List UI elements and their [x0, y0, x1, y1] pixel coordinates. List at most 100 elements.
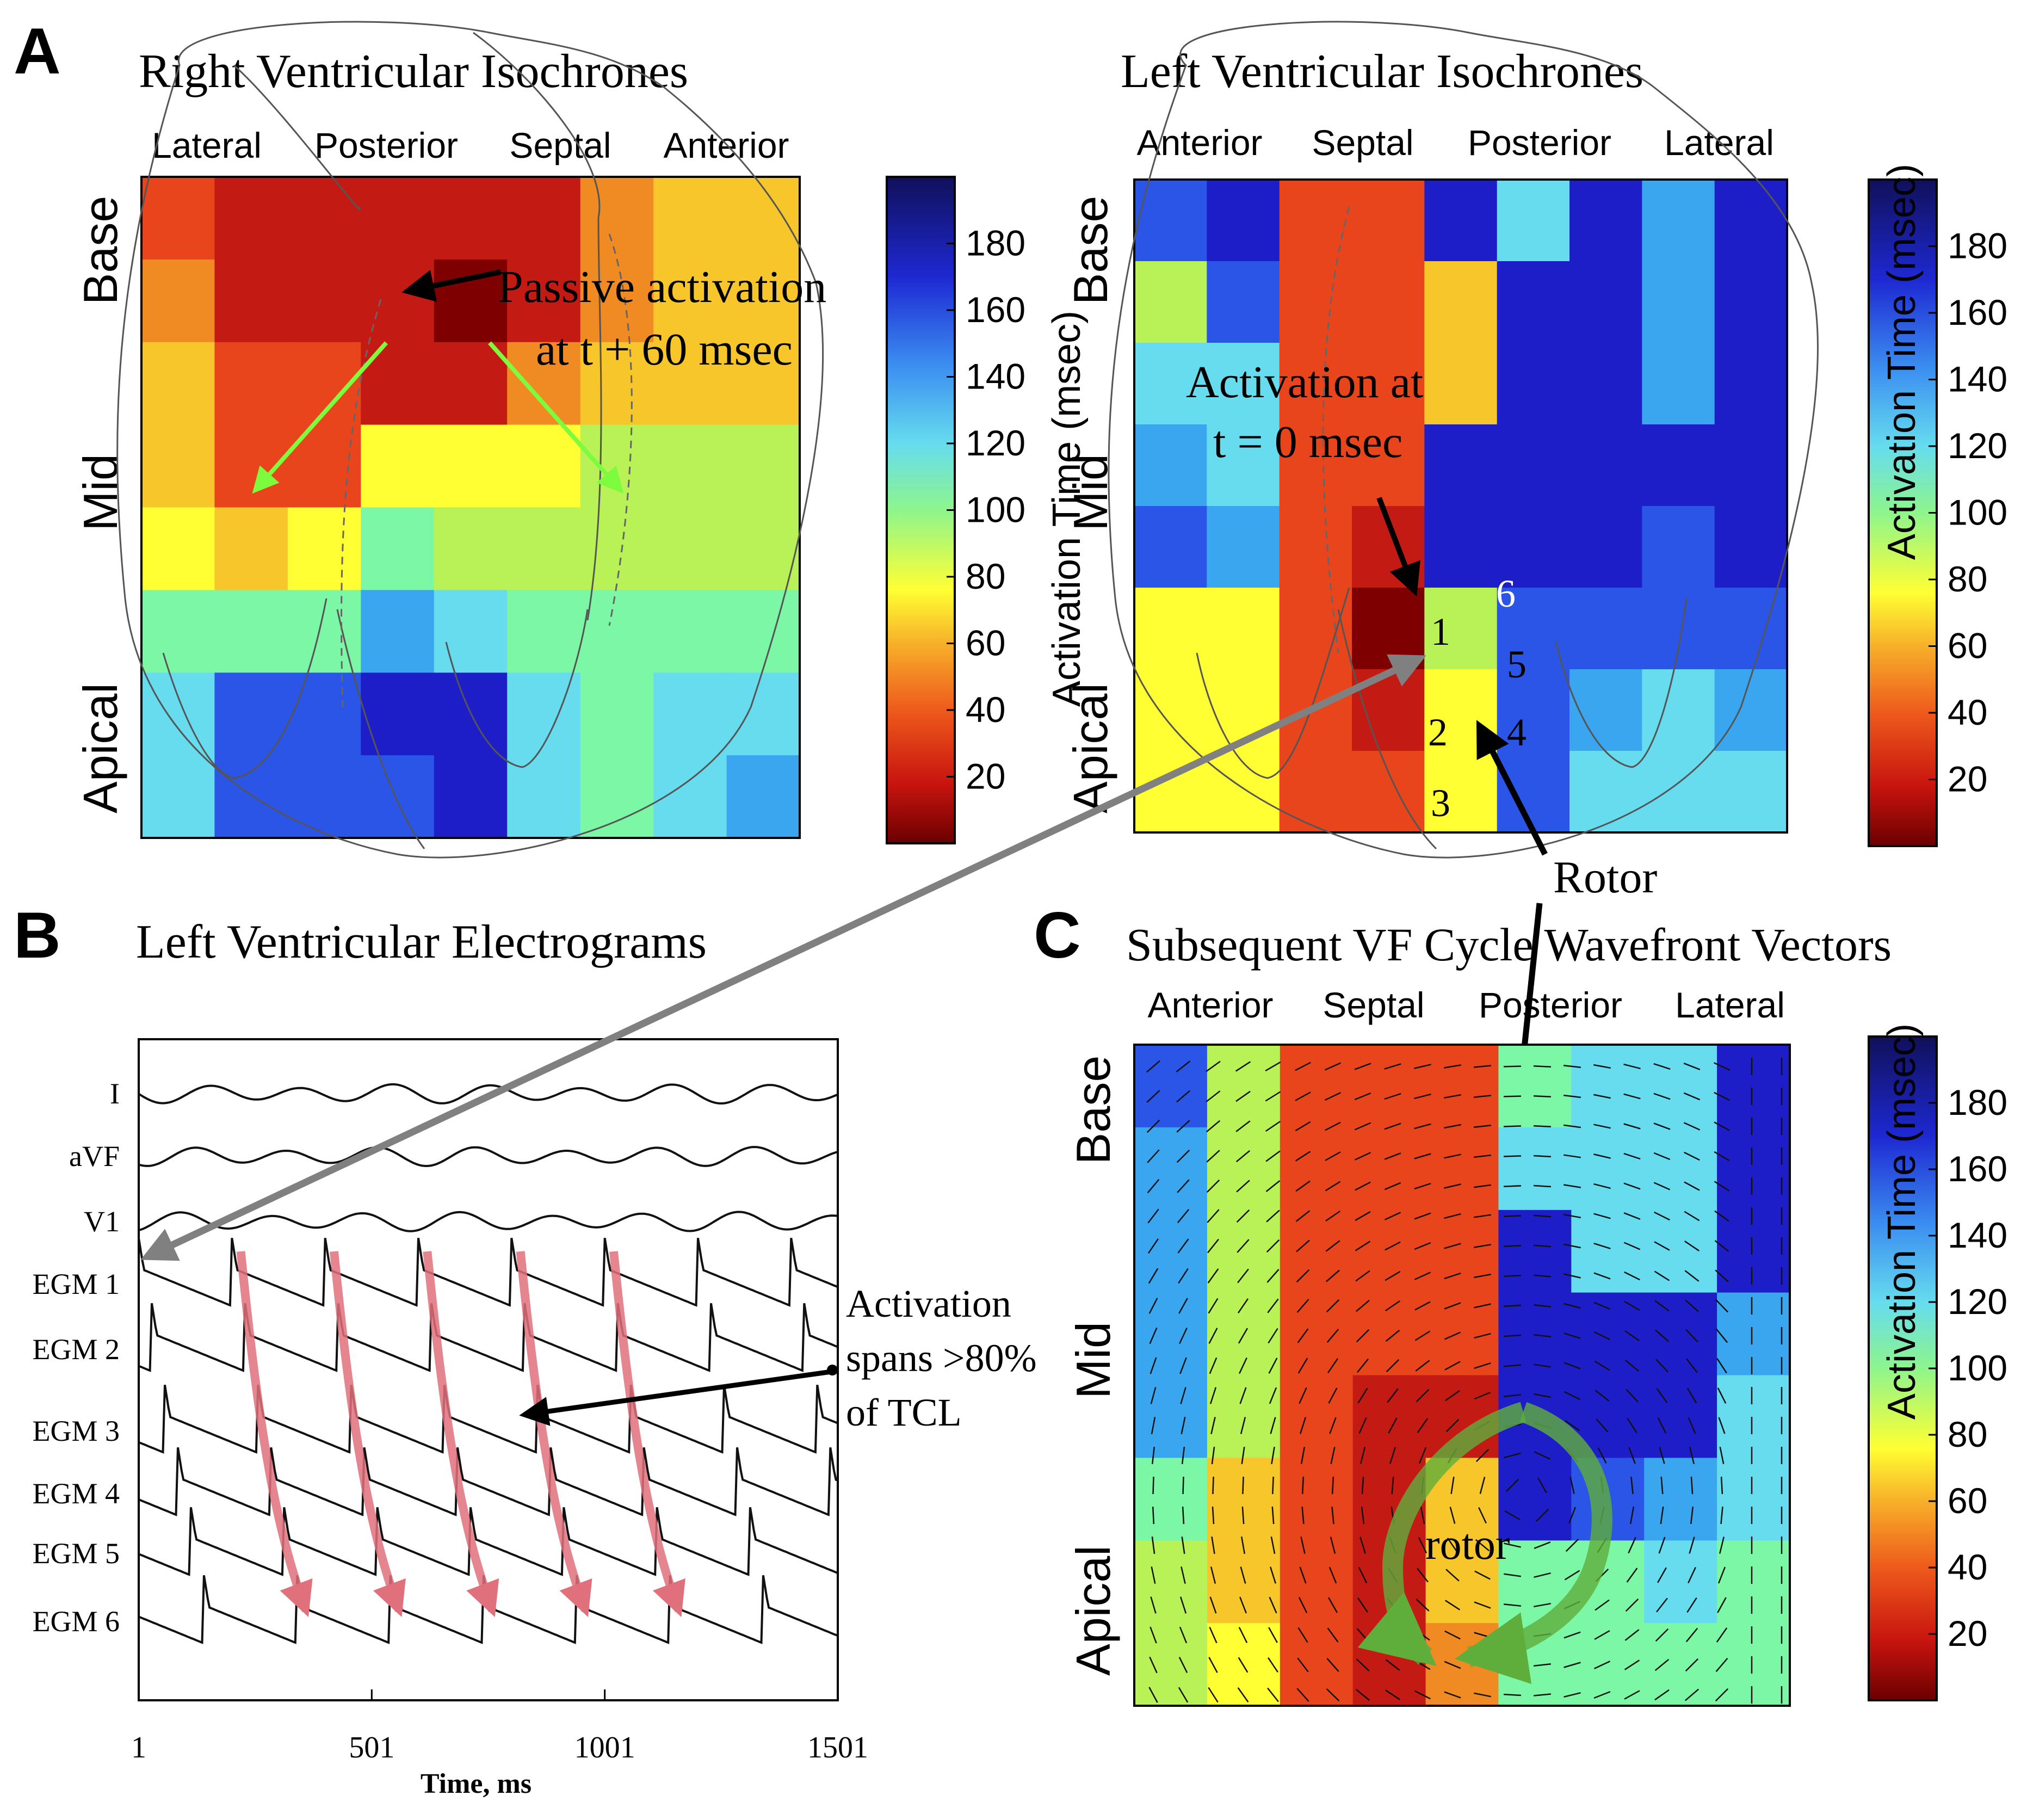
heatmap-cell — [1498, 1210, 1572, 1293]
vector-arrow — [1563, 1094, 1581, 1099]
heatmap-cell — [141, 424, 215, 508]
vector-arrow — [1179, 1357, 1187, 1374]
vector-arrow — [1503, 1304, 1522, 1307]
vector-arrow — [1414, 1064, 1431, 1069]
heatmap-cell — [287, 755, 362, 838]
lv-wall-anterior: Anterior — [1136, 122, 1262, 163]
vector-arrow — [1714, 1240, 1729, 1252]
heatmap-cell — [1207, 588, 1280, 670]
vector-arrow — [1238, 1657, 1249, 1673]
colorbar-tick-label: 160 — [1948, 1149, 2007, 1189]
vector-arrow — [1717, 1597, 1727, 1613]
heatmap-cell — [1279, 751, 1352, 833]
heatmap-cell — [726, 424, 800, 508]
vector-arrow — [1563, 1154, 1581, 1158]
egm-trace — [138, 1384, 838, 1454]
colorbar-vector-gradient — [1868, 1035, 1938, 1701]
rv-wall-labels: Lateral Posterior Septal Anterior — [152, 125, 789, 165]
rotor-label: Rotor — [1553, 852, 1657, 903]
vector-panel: Subsequent VF Cycle Wavefront Vectors An… — [1066, 918, 1892, 1707]
vector-arrow — [1208, 1328, 1218, 1344]
vector-arrow — [1209, 1357, 1218, 1374]
vector-arrow — [1654, 1270, 1670, 1281]
vector-arrow — [1503, 1274, 1522, 1278]
vector-arrow — [1301, 1476, 1305, 1495]
colorbar-lv-ticks: 20 40 60 80 100 120 140 160 180 — [1929, 226, 2007, 799]
vector-arrow — [1384, 1152, 1401, 1160]
vector-arrow — [1503, 1155, 1522, 1157]
colorbar-tick-label: 140 — [1948, 359, 2007, 399]
heatmap-cell — [507, 755, 581, 838]
vector-arrow — [1505, 1478, 1519, 1492]
vector-arrow — [1146, 1090, 1160, 1103]
vector-arrow — [1237, 1239, 1250, 1253]
vector-arrow — [1151, 1446, 1155, 1465]
heatmap-cell — [1425, 1623, 1499, 1706]
panel-letter-a: A — [14, 15, 61, 88]
lv-level-base: Base — [1064, 196, 1117, 305]
rv-level-apical: Apical — [73, 683, 127, 813]
heatmap-cell — [1352, 1375, 1426, 1459]
vector-field-arrows — [1146, 1058, 1783, 1704]
vector-arrow — [1180, 1387, 1186, 1404]
vector-arrow — [1147, 1238, 1159, 1254]
heatmap-cell — [507, 590, 581, 674]
egm-x-tick-label: 1001 — [574, 1731, 635, 1765]
vector-arrow — [1324, 1062, 1342, 1071]
vector-arrow — [1384, 1122, 1401, 1130]
vector-arrow — [1715, 1299, 1728, 1313]
heatmap-cell — [1352, 1210, 1426, 1293]
vector-arrow — [1417, 1568, 1429, 1583]
vector-arrow — [1268, 1657, 1278, 1673]
vector-arrow — [1176, 1120, 1190, 1133]
vector-title: Subsequent VF Cycle Wavefront Vectors — [1126, 918, 1892, 971]
heatmap-cell — [1134, 343, 1208, 425]
lv-activation-arrow — [1376, 497, 1420, 597]
vector-arrow — [1178, 1687, 1189, 1703]
vector-arrow — [1208, 1657, 1218, 1673]
colorbar-lv-label: Activation Time (msec) — [1880, 164, 1924, 560]
vector-arrow — [1653, 1063, 1671, 1070]
heatmap-cell — [214, 177, 288, 260]
vector-arrow — [1265, 1120, 1281, 1132]
vector-arrow — [1212, 1506, 1215, 1525]
vector-arrow — [1420, 1507, 1425, 1524]
vector-arrow — [1356, 1329, 1370, 1343]
vector-arrow — [1414, 1301, 1431, 1311]
vector-arrow — [1593, 1153, 1611, 1159]
vector-arrow — [1503, 1245, 1522, 1247]
vector-arrow — [1331, 1506, 1334, 1525]
vector-arrow — [1503, 1693, 1522, 1696]
vector-arrow — [1623, 1063, 1641, 1070]
vector-arrow — [1239, 1596, 1247, 1614]
vector-arrow — [1385, 1329, 1400, 1342]
heatmap-cell — [1714, 506, 1788, 588]
colorbar-tick-label: 160 — [966, 289, 1025, 330]
vector-arrow — [1152, 1506, 1155, 1525]
heatmap-cell — [1207, 1127, 1281, 1211]
vector-arrow — [1533, 1214, 1552, 1218]
vector-arrow — [1182, 1476, 1184, 1495]
vector-arrow — [1683, 1122, 1701, 1131]
heatmap-cell — [1425, 1210, 1499, 1293]
vector-arrow — [1474, 1601, 1491, 1609]
vector-arrow — [1653, 1182, 1671, 1190]
vector-arrow — [1717, 1387, 1727, 1404]
vector-arrow — [1266, 1210, 1280, 1223]
vector-arrow — [1235, 1150, 1251, 1163]
vector-arrow — [1596, 1418, 1609, 1433]
heatmap-cell — [1134, 588, 1208, 670]
vector-arrow — [1151, 1536, 1155, 1554]
vector-arrow — [1503, 1095, 1522, 1097]
lv-level-apical: Apical — [1064, 683, 1117, 813]
heatmap-cell — [1134, 424, 1208, 507]
colorbar-vector: 20 40 60 80 100 120 140 160 180 Activation Time … — [1868, 1023, 2007, 1701]
vector-arrow — [1296, 1239, 1310, 1253]
vector-arrow — [1593, 1272, 1611, 1280]
vector-arrow — [1358, 1417, 1367, 1434]
vector-arrow — [1265, 1180, 1281, 1192]
egm-activation-arrow — [329, 1251, 406, 1617]
vector-arrow — [1268, 1627, 1278, 1643]
vector-arrow — [1685, 1329, 1698, 1343]
